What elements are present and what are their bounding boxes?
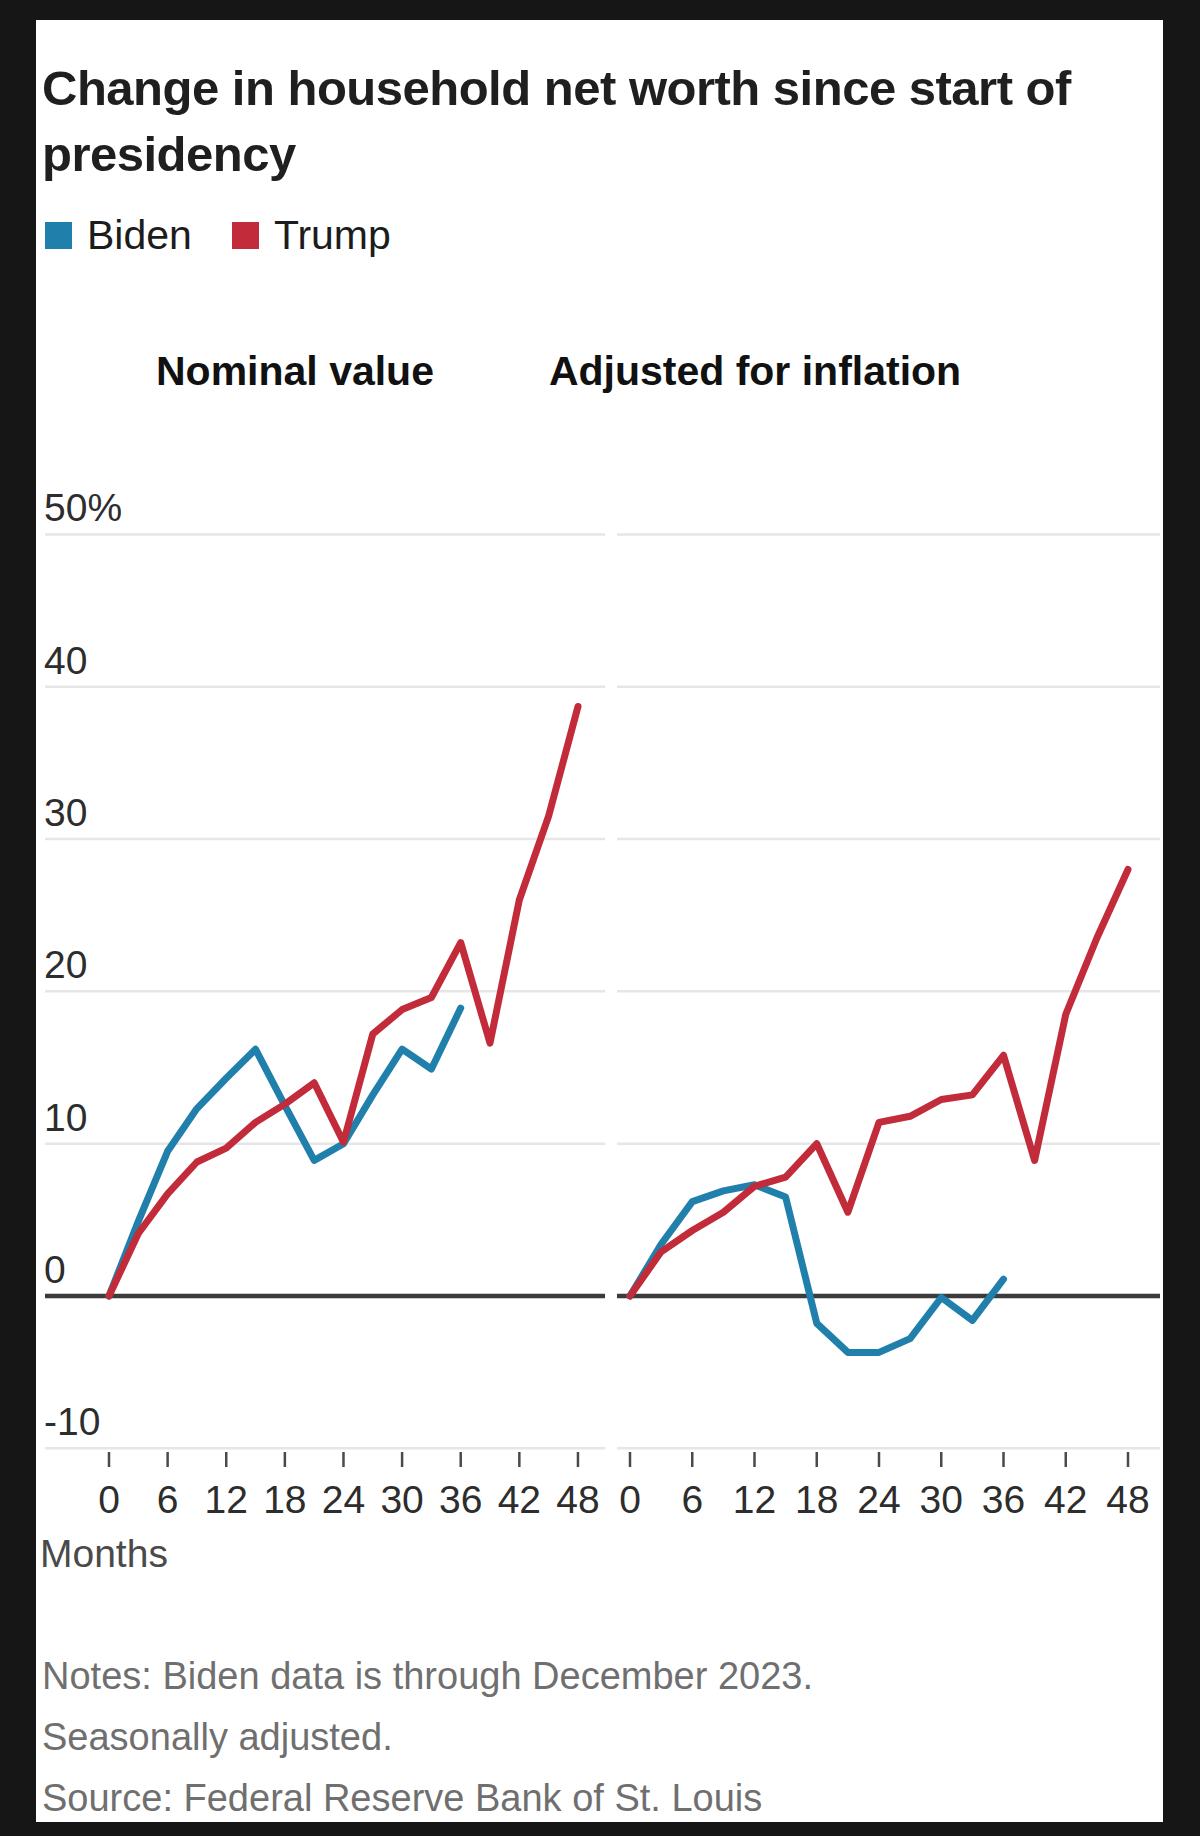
y-tick-label: 0	[44, 1248, 66, 1291]
x-tick-label: 0	[619, 1478, 641, 1521]
chart-title: Change in household net worth since star…	[42, 55, 1160, 188]
x-tick-label: 0	[98, 1478, 120, 1521]
y-tick-label: 20	[44, 943, 87, 986]
biden-swatch-icon	[45, 222, 72, 249]
legend-item-trump: Trump	[232, 212, 391, 259]
x-tick-label: 6	[681, 1478, 703, 1521]
legend: Biden Trump	[45, 212, 391, 259]
source-line: Source: Federal Reserve Bank of St. Loui…	[42, 1768, 813, 1829]
x-tick-label: 36	[439, 1478, 482, 1521]
x-tick-label: 12	[205, 1478, 248, 1521]
legend-label-trump: Trump	[274, 212, 391, 259]
x-tick-label: 24	[322, 1478, 365, 1521]
x-tick-label: 18	[263, 1478, 306, 1521]
screenshot-frame: 50%403020100-100612182430364248061218243…	[0, 0, 1200, 1836]
y-tick-label: 30	[44, 791, 87, 834]
x-tick-label: 18	[795, 1478, 838, 1521]
x-tick-label: 42	[1044, 1478, 1087, 1521]
panel-title-nominal: Nominal value	[45, 348, 545, 395]
x-tick-label: 24	[857, 1478, 900, 1521]
x-tick-label: 30	[920, 1478, 963, 1521]
notes-block: Notes: Biden data is through December 20…	[42, 1646, 813, 1829]
y-tick-label: 40	[44, 639, 87, 682]
notes-line-2: Seasonally adjusted.	[42, 1707, 813, 1768]
biden-line-real	[630, 1185, 1004, 1353]
x-axis-label: Months	[40, 1532, 168, 1576]
notes-line-1: Notes: Biden data is through December 20…	[42, 1646, 813, 1707]
y-tick-label: 10	[44, 1096, 87, 1139]
x-tick-label: 42	[498, 1478, 541, 1521]
x-tick-label: 30	[380, 1478, 423, 1521]
net-worth-chart: 50%403020100-100612182430364248061218243…	[0, 0, 1200, 1836]
trump-line-nominal	[109, 707, 578, 1297]
x-tick-label: 48	[556, 1478, 599, 1521]
y-tick-label: -10	[44, 1400, 100, 1443]
x-tick-label: 36	[982, 1478, 1025, 1521]
x-tick-label: 6	[157, 1478, 179, 1521]
y-tick-label: 50%	[44, 486, 122, 529]
biden-line-nominal	[109, 1008, 461, 1296]
trump-line-real	[630, 870, 1128, 1297]
legend-label-biden: Biden	[87, 212, 192, 259]
legend-item-biden: Biden	[45, 212, 192, 259]
panel-title-inflation: Adjusted for inflation	[505, 348, 1005, 395]
x-tick-label: 12	[733, 1478, 776, 1521]
trump-swatch-icon	[232, 222, 259, 249]
x-tick-label: 48	[1106, 1478, 1149, 1521]
